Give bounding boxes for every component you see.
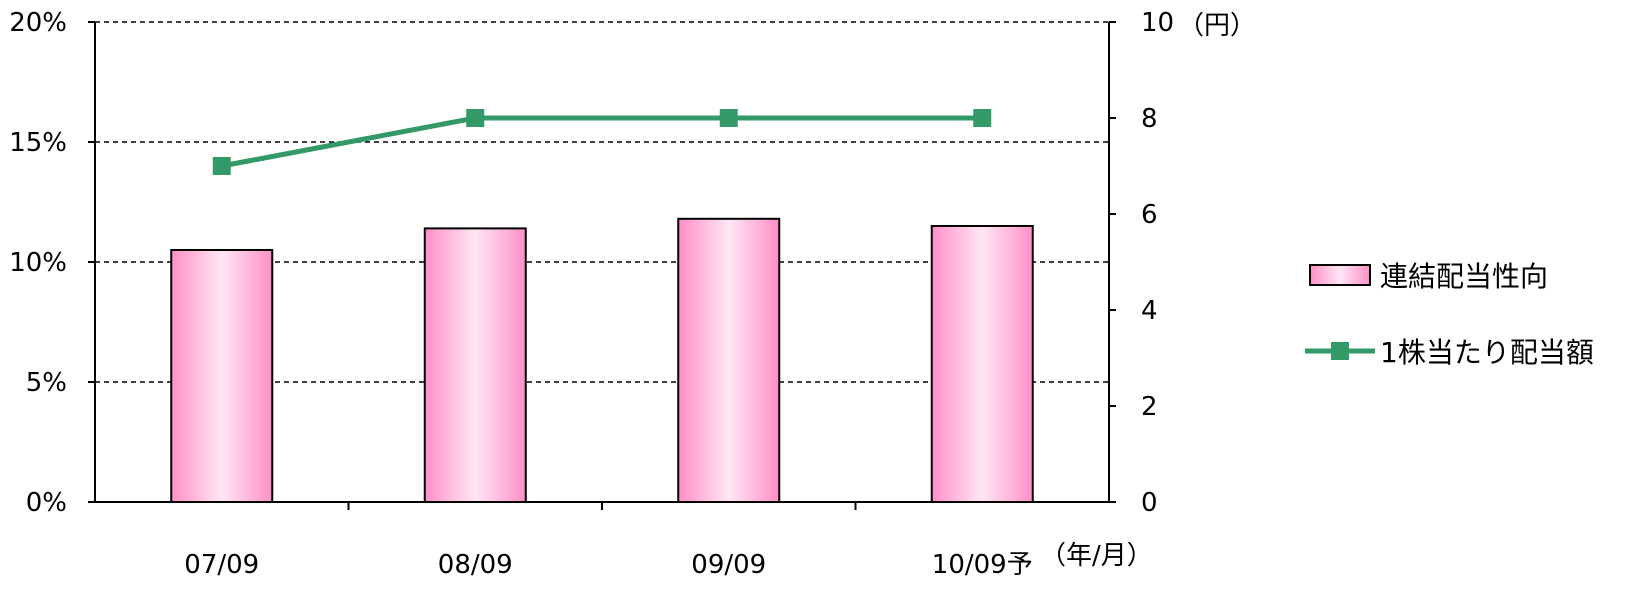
line-series — [212, 109, 992, 175]
dividend-point — [719, 109, 738, 127]
dividend-point — [466, 109, 485, 127]
x-axis-unit: （年/月） — [1040, 541, 1153, 571]
x-axis-tick-label: 08/09 — [438, 550, 513, 580]
bar — [930, 225, 1034, 503]
gridlines — [95, 21, 1109, 383]
bar — [423, 227, 527, 503]
left-axis-tick-label: 20% — [9, 8, 67, 38]
legend-label-bar: 連結配当性向 — [1380, 260, 1548, 293]
right-axis-tick-label: 10 — [1141, 8, 1174, 38]
legend-swatch-bar — [1309, 264, 1371, 286]
left-axis-tick-label: 15% — [9, 128, 67, 158]
left-axis-tick-label: 0% — [26, 488, 67, 518]
axes — [88, 21, 1116, 510]
x-axis-tick-label: 07/09 — [184, 550, 259, 580]
right-axis-unit: （円） — [1178, 11, 1256, 41]
legend-label-line: 1株当たり配当額 — [1380, 336, 1594, 369]
right-axis-tick-label: 0 — [1141, 488, 1158, 518]
left-axis-tick-label: 5% — [26, 368, 67, 398]
x-axis-tick-label: 09/09 — [691, 550, 766, 580]
dividend-point — [212, 157, 231, 175]
dividend-point — [973, 109, 992, 127]
legend-swatch-marker — [1331, 342, 1349, 360]
dividend-line — [221, 115, 983, 169]
right-axis-tick-label: 2 — [1141, 392, 1158, 422]
right-axis-tick-label: 4 — [1141, 296, 1158, 326]
bar — [170, 249, 274, 503]
x-axis-tick-label: 10/09予 — [932, 550, 1033, 580]
axis-labels: 0% 5% 10% 15% 20% 0 2 4 6 8 10 07/09 08/09 09/09 10/09… — [9, 8, 1174, 580]
bar — [677, 217, 781, 504]
right-axis-tick-label: 6 — [1141, 200, 1158, 230]
right-axis-tick-label: 8 — [1141, 104, 1158, 134]
bar-series — [170, 217, 1034, 504]
legend: 連結配当性向 1株当たり配当額 — [1305, 260, 1594, 369]
left-axis-tick-label: 10% — [9, 248, 67, 278]
